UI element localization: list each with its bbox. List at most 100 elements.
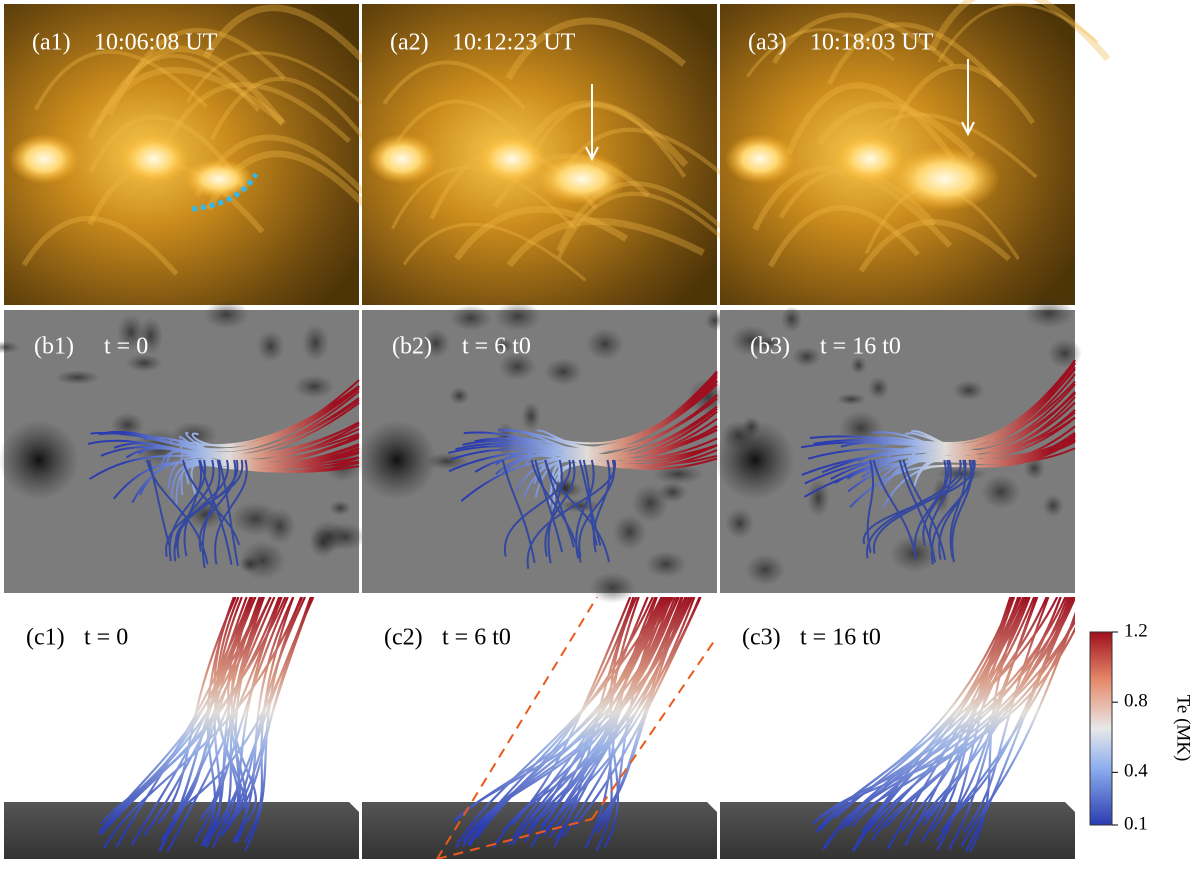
flare-region [184, 159, 254, 199]
field-line [603, 597, 638, 848]
field-line [872, 431, 1076, 464]
colorbar-tick-label: 1.2 [1124, 620, 1148, 641]
field-line [100, 597, 281, 825]
magnetic-patch [631, 483, 669, 523]
field-line [166, 597, 263, 836]
field-line [179, 435, 360, 473]
field-line [547, 459, 563, 564]
magnetic-patch [644, 550, 687, 578]
coronal-loop [858, 219, 1011, 273]
magnetic-patch [687, 377, 730, 417]
field-line [452, 597, 693, 823]
panel-time: t = 6 t0 [442, 625, 511, 651]
sunspot [357, 420, 437, 500]
field-line [849, 433, 1076, 508]
photosphere-slab [362, 802, 717, 859]
field-line [183, 459, 203, 557]
field-line [819, 597, 1067, 832]
coronal-loop [505, 17, 687, 81]
field-line [873, 459, 967, 554]
coronal-loop [185, 51, 371, 112]
field-line [573, 597, 702, 828]
coronal-loop [785, 82, 957, 163]
flare-region [890, 147, 1000, 211]
panel-time: 10:18:03 UT [810, 30, 934, 56]
photosphere-slab [4, 802, 359, 859]
magnetic-patch [980, 474, 1022, 510]
magnetic-patch [1024, 297, 1075, 329]
coronal-loop [106, 45, 286, 126]
field-line [98, 597, 264, 835]
magnetic-patch [836, 393, 867, 406]
magnetic-patch [1042, 494, 1064, 518]
magnetic-patch [1023, 456, 1046, 481]
panel-time: t = 6 t0 [462, 334, 531, 360]
field-line [201, 459, 221, 569]
coronal-loop [124, 27, 286, 85]
field-line [840, 597, 1075, 824]
field-line [544, 459, 576, 557]
magnetic-patch [1047, 338, 1082, 369]
field-line [853, 619, 1075, 852]
panel-time: t = 0 [84, 625, 128, 651]
field-line [851, 597, 1031, 828]
magnetic-patch [238, 555, 262, 574]
field-line [949, 459, 967, 559]
magnetic-patch [729, 325, 772, 357]
panel-label: (a1) [32, 30, 71, 56]
magnetic-patch [301, 323, 330, 362]
magnetic-patch [780, 306, 803, 333]
arrow-head [585, 146, 599, 162]
magnetic-patch [521, 401, 541, 432]
panel-label: (b3) [750, 334, 790, 360]
coronal-loop [209, 76, 369, 145]
coronal-loop [937, 2, 1099, 63]
field-line [180, 447, 360, 496]
magnetic-patch [589, 572, 636, 604]
field-line [168, 459, 207, 562]
field-line [851, 597, 1029, 852]
coronal-loop [158, 82, 351, 158]
panel-time: 10:06:08 UT [94, 30, 218, 56]
magnetic-patch [492, 338, 515, 353]
magnetic-patch [867, 376, 890, 400]
field-line [205, 597, 243, 848]
field-line [898, 459, 937, 563]
magnetic-patch [138, 316, 163, 355]
panels: (a1) 10:06:08 UT (a2) 10:12:23 UT (a3) 10:18:… [0, 0, 1111, 859]
field-line [948, 597, 1038, 850]
field-line [494, 436, 718, 461]
coronal-loop [454, 206, 628, 261]
magnetic-patch [230, 501, 281, 536]
coronal-loop [772, 12, 955, 67]
field-line [160, 597, 276, 842]
field-line [148, 459, 171, 547]
magnetic-patch [0, 341, 20, 354]
field-line [503, 459, 572, 557]
coronal-loop [768, 205, 920, 268]
field-line [534, 459, 564, 553]
coronal-loop [87, 66, 285, 140]
field-line [550, 449, 718, 488]
flare-region [537, 153, 627, 205]
field-line [964, 597, 1075, 852]
magnetic-patch [494, 301, 542, 332]
magnetic-patch [806, 478, 830, 518]
field-line [804, 447, 1076, 485]
cut-plane [436, 597, 598, 859]
coronal-loop [752, 165, 953, 248]
field-line [824, 597, 1014, 822]
panel-label: (c3) [742, 625, 781, 651]
field-line [904, 383, 1076, 449]
colorbar-tick-label: 0.1 [1124, 813, 1148, 834]
field-line [220, 597, 306, 837]
field-line [830, 390, 1076, 480]
field-line [175, 443, 360, 507]
colorbar-tick-label: 0.4 [1124, 761, 1148, 782]
field-line [864, 411, 1076, 453]
magnetic-patch [329, 500, 352, 516]
colorbar-tick-label: 0.8 [1124, 691, 1148, 712]
magnetic-patch [952, 379, 985, 401]
field-line [951, 459, 973, 563]
colorbar-title: Te (MK) [1173, 695, 1194, 762]
